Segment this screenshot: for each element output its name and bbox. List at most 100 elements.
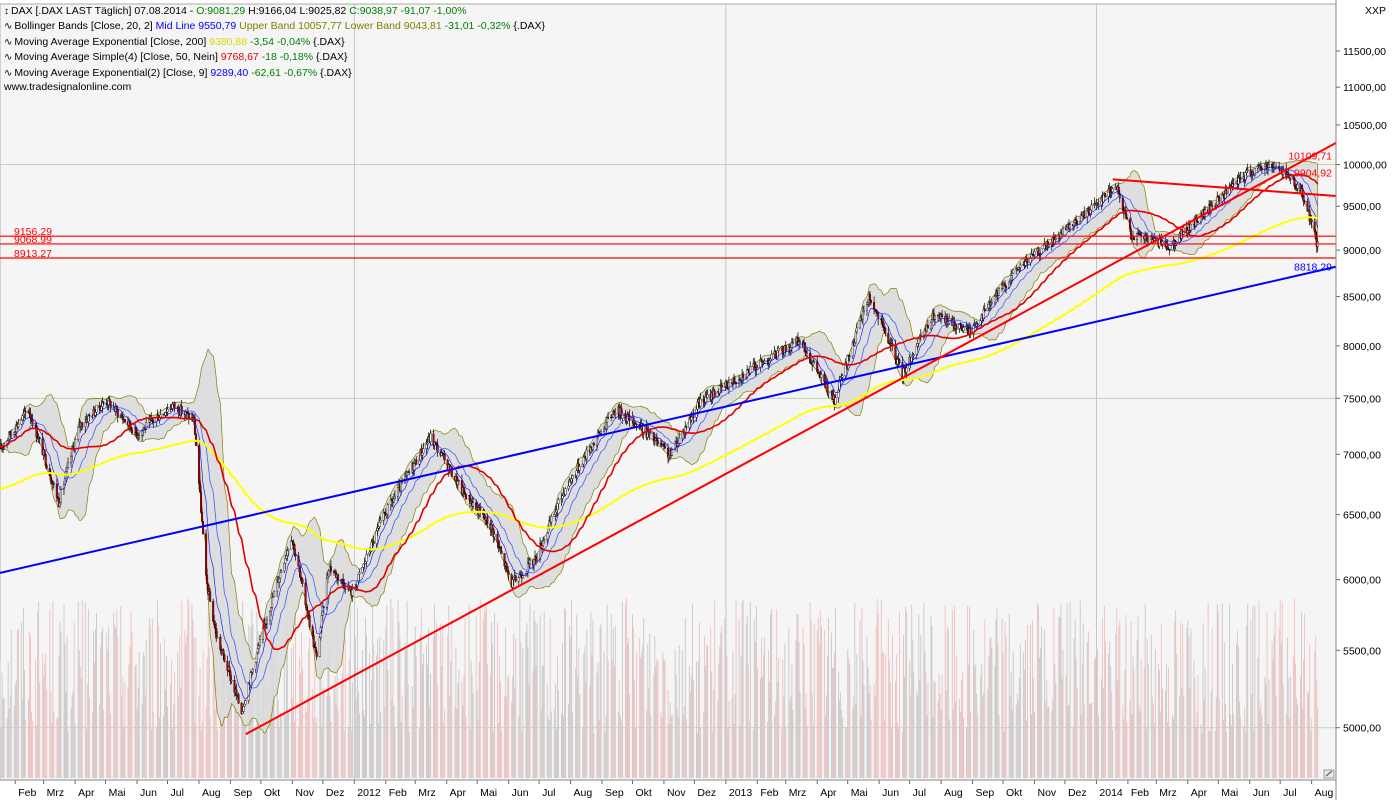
indicator-icon[interactable]: ∿ bbox=[4, 21, 12, 32]
volume-bar bbox=[697, 733, 698, 778]
x-tick-label: Sep bbox=[233, 787, 252, 799]
volume-bar bbox=[1257, 658, 1258, 778]
volume-bar bbox=[698, 660, 699, 778]
candle-body bbox=[1073, 223, 1075, 226]
candle-body bbox=[508, 572, 510, 575]
volume-bar bbox=[1287, 637, 1288, 778]
volume-bar bbox=[705, 666, 706, 778]
volume-bar bbox=[896, 655, 897, 778]
volume-bar bbox=[21, 623, 22, 778]
volume-bar bbox=[1094, 660, 1095, 778]
volume-bar bbox=[1302, 709, 1303, 778]
instrument-icon[interactable]: ↕ bbox=[4, 6, 9, 17]
volume-bar bbox=[821, 626, 822, 778]
candle-body bbox=[319, 638, 321, 657]
volume-bar bbox=[636, 651, 637, 778]
volume-bar bbox=[484, 606, 485, 778]
candle-body bbox=[1062, 228, 1064, 234]
candle-body bbox=[984, 309, 986, 311]
volume-bar bbox=[1125, 615, 1126, 778]
volume-bar bbox=[1126, 722, 1127, 778]
x-tick-label: 2013 bbox=[729, 787, 753, 799]
candle-body bbox=[771, 354, 773, 359]
candle-body bbox=[513, 577, 515, 579]
volume-bar bbox=[1073, 727, 1074, 778]
volume-bar bbox=[477, 690, 478, 778]
indicator-icon[interactable]: ∿ bbox=[4, 37, 12, 48]
volume-bar bbox=[1151, 634, 1152, 778]
x-tick-label: Dez bbox=[697, 787, 716, 799]
volume-bar bbox=[145, 695, 146, 778]
volume-bar bbox=[557, 657, 558, 778]
volume-bar bbox=[926, 715, 927, 778]
volume-bar bbox=[828, 618, 829, 778]
volume-bar bbox=[899, 611, 900, 778]
volume-bar bbox=[924, 651, 925, 778]
candle-body bbox=[285, 556, 287, 559]
candle-body bbox=[494, 534, 496, 536]
volume-bar bbox=[1231, 725, 1232, 778]
candle-body bbox=[726, 382, 728, 387]
volume-bar bbox=[192, 620, 193, 778]
volume-bar bbox=[435, 633, 436, 778]
candle-body bbox=[121, 415, 123, 417]
header-text: {.DAX} bbox=[313, 51, 347, 63]
candle-body bbox=[1268, 164, 1270, 167]
candle-body bbox=[358, 574, 360, 581]
volume-bar bbox=[683, 714, 684, 778]
volume-bar bbox=[621, 720, 622, 778]
volume-bar bbox=[856, 654, 857, 778]
volume-bar bbox=[508, 676, 509, 778]
indicator-icon[interactable]: ∿ bbox=[4, 68, 12, 79]
volume-bar bbox=[408, 684, 409, 778]
volume-bar bbox=[1091, 703, 1092, 778]
volume-bar bbox=[724, 618, 725, 778]
volume-bar bbox=[1280, 599, 1281, 778]
volume-bar bbox=[299, 657, 300, 778]
support-level-label: 9068,99 bbox=[14, 234, 52, 246]
volume-bar bbox=[883, 652, 884, 778]
volume-bar bbox=[1095, 657, 1096, 778]
candle-body bbox=[377, 528, 379, 531]
volume-bar bbox=[1201, 724, 1202, 778]
volume-bar bbox=[504, 697, 505, 778]
volume-bar bbox=[589, 685, 590, 778]
candle-body bbox=[206, 575, 208, 584]
volume-bar bbox=[948, 629, 949, 778]
volume-bar bbox=[129, 664, 130, 778]
candle-body bbox=[53, 483, 55, 484]
volume-bar bbox=[24, 670, 25, 778]
volume-bar bbox=[819, 645, 820, 778]
volume-bar bbox=[878, 614, 879, 778]
volume-bar bbox=[494, 613, 495, 778]
candle-body bbox=[746, 370, 748, 378]
candle-body bbox=[1133, 237, 1135, 240]
volume-bar bbox=[330, 697, 331, 778]
volume-bar bbox=[1301, 612, 1302, 778]
volume-bar bbox=[1130, 700, 1131, 778]
indicator-icon[interactable]: ∿ bbox=[4, 52, 12, 63]
candle-body bbox=[550, 516, 552, 522]
volume-bar bbox=[1273, 659, 1274, 778]
header-text: -91,07 -1,00% bbox=[398, 5, 467, 17]
header-text: -18 -0,18% bbox=[259, 51, 313, 63]
volume-bar bbox=[352, 682, 353, 778]
volume-bar bbox=[916, 691, 917, 778]
y-tick-label: 8500,00 bbox=[1343, 292, 1381, 304]
header-text: Upper Band 10057,77 bbox=[236, 20, 342, 32]
volume-bar bbox=[775, 701, 776, 778]
candle-body bbox=[463, 487, 465, 492]
volume-bar bbox=[799, 642, 800, 778]
candle-body bbox=[301, 577, 303, 579]
volume-bar bbox=[448, 605, 449, 778]
volume-bar bbox=[255, 726, 256, 778]
volume-bar bbox=[796, 641, 797, 778]
volume-bar bbox=[1109, 641, 1110, 778]
volume-bar bbox=[143, 652, 144, 778]
volume-bar bbox=[313, 717, 314, 778]
volume-bar bbox=[115, 628, 116, 778]
volume-bar bbox=[172, 730, 173, 778]
x-tick-label: Sep bbox=[605, 787, 624, 799]
